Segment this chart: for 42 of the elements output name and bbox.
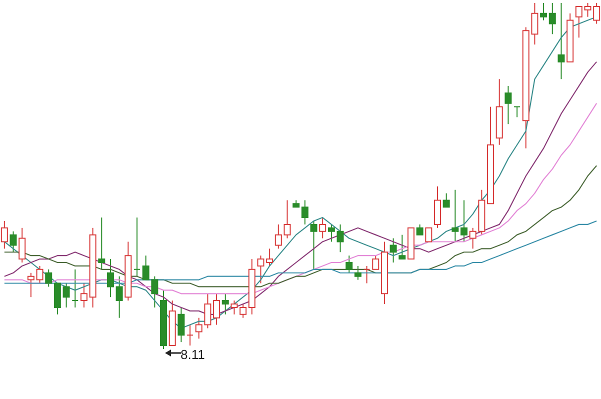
candlestick [106,258,114,298]
candlestick [178,306,185,343]
candlestick [222,293,229,315]
candlestick [372,255,380,270]
candlestick [72,268,79,308]
candlestick [328,224,335,242]
candlestick [62,282,70,308]
candlestick [442,192,450,208]
candlestick [398,234,406,260]
candlestick [18,227,26,263]
candlestick [336,224,344,253]
candlestick [346,255,353,274]
candlestick [354,265,362,280]
candlestick [257,255,264,284]
candlestick [240,304,247,318]
candlestick [45,268,52,288]
candlestick [186,324,194,346]
candlestick [416,224,424,236]
candlestick [452,189,459,242]
candlestick [133,217,140,277]
annotation: 8.11 [180,347,205,362]
candlestick [540,2,548,21]
candlestick [363,265,370,284]
candlestick [80,282,88,308]
candlestick [310,220,318,270]
candlestick [10,230,17,253]
candlestick [27,272,34,298]
candlestick [558,2,565,80]
candlestick [213,293,220,326]
candlestick [504,86,512,125]
candlestick [266,248,274,266]
candlestick [36,265,44,284]
candlestick [230,300,238,315]
candlestick [301,200,308,225]
candlestick [319,217,326,239]
candlestick [116,276,123,318]
candlestick [460,200,468,242]
candlestick [390,238,397,263]
candlestick [514,106,521,118]
candlestick [548,2,556,35]
candlestick [98,217,106,270]
candlestick [425,227,432,242]
